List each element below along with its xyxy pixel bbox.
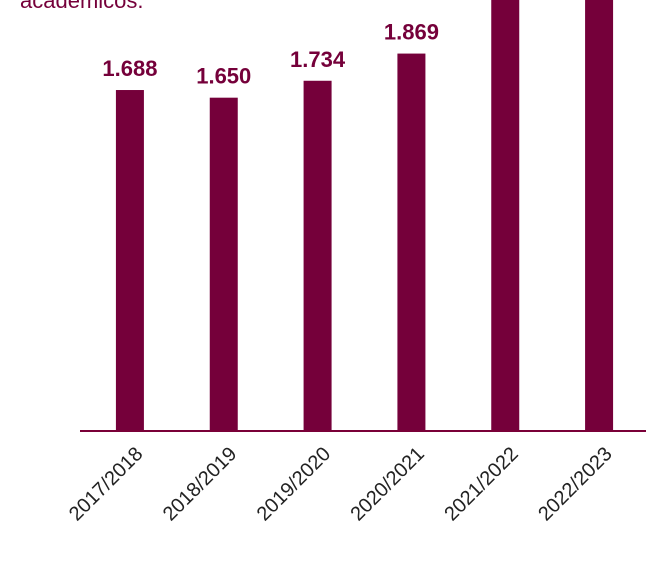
x-tick-label: 2020/2021 [347,443,429,525]
value-label: 1.869 [384,20,439,45]
bar [585,0,614,430]
x-tick-label: 2022/2023 [534,443,616,525]
value-label: 1.734 [290,47,346,72]
x-tick-label: 2019/2020 [253,443,335,525]
bar [115,90,144,430]
bar [491,0,520,430]
x-tick-label: 2021/2022 [440,443,522,525]
bar [303,80,332,431]
x-tick-label: 2017/2018 [65,443,147,525]
chart-title: académicos. [20,0,144,13]
value-label: 1.688 [102,56,157,81]
bar [209,97,238,431]
value-label: 1.650 [196,64,251,89]
x-tick-label: 2018/2019 [159,443,241,525]
bar [397,53,426,431]
